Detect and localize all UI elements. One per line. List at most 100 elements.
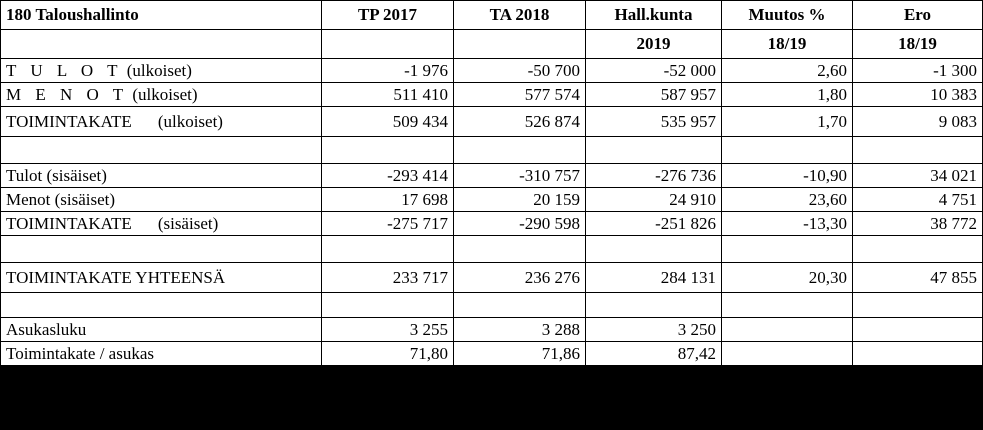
cell-ero[interactable]: 4 751: [852, 187, 983, 212]
empty-cell[interactable]: [453, 292, 586, 318]
cell-muutos[interactable]: 20,30: [721, 262, 853, 293]
cell-ta2018[interactable]: 526 874: [453, 106, 586, 137]
cell-muutos[interactable]: [721, 317, 853, 342]
empty-cell[interactable]: [321, 136, 454, 164]
row-label-main: M E N O T: [6, 84, 129, 104]
row-label[interactable]: Toimintakate / asukas: [0, 341, 322, 366]
cell-ta2018[interactable]: 71,86: [453, 341, 586, 366]
cell-tp2017[interactable]: 511 410: [321, 82, 454, 107]
cell-hallkunta[interactable]: 87,42: [585, 341, 722, 366]
cell-ero[interactable]: 9 083: [852, 106, 983, 137]
cell-muutos[interactable]: 1,80: [721, 82, 853, 107]
cell-tp2017[interactable]: 233 717: [321, 262, 454, 293]
col-header-ero[interactable]: Ero: [852, 0, 983, 30]
empty-cell[interactable]: [453, 136, 586, 164]
empty-cell[interactable]: [0, 29, 322, 59]
table-row: TOIMINTAKATE (ulkoiset) 509 434 526 874 5…: [0, 106, 983, 137]
cell-muutos[interactable]: 2,60: [721, 58, 853, 83]
cell-tp2017[interactable]: -1 976: [321, 58, 454, 83]
cell-ta2018[interactable]: -290 598: [453, 211, 586, 236]
cell-ta2018[interactable]: 20 159: [453, 187, 586, 212]
cell-tp2017[interactable]: 71,80: [321, 341, 454, 366]
cell-muutos[interactable]: [721, 341, 853, 366]
empty-cell[interactable]: [0, 292, 322, 318]
row-label[interactable]: Tulot (sisäiset): [0, 163, 322, 188]
empty-cell[interactable]: [852, 136, 983, 164]
row-label[interactable]: TOIMINTAKATE (ulkoiset): [0, 106, 322, 137]
cell-muutos[interactable]: 1,70: [721, 106, 853, 137]
empty-cell[interactable]: [852, 235, 983, 263]
col-header-hallkunta[interactable]: Hall.kunta: [585, 0, 722, 30]
col-header-tp2017[interactable]: TP 2017: [321, 0, 454, 30]
empty-cell[interactable]: [0, 235, 322, 263]
cell-ero[interactable]: [852, 341, 983, 366]
cell-tp2017[interactable]: 3 255: [321, 317, 454, 342]
empty-cell[interactable]: [721, 235, 853, 263]
col-header-ta2018[interactable]: TA 2018: [453, 0, 586, 30]
table-title[interactable]: 180 Taloushallinto: [0, 0, 322, 30]
cell-tp2017[interactable]: -293 414: [321, 163, 454, 188]
spacer-row: [0, 136, 983, 164]
cell-muutos[interactable]: -10,90: [721, 163, 853, 188]
cell-tp2017[interactable]: 17 698: [321, 187, 454, 212]
cell-ta2018[interactable]: 577 574: [453, 82, 586, 107]
empty-cell[interactable]: [585, 136, 722, 164]
row-label-qualifier: (sisäiset): [157, 213, 219, 233]
empty-cell[interactable]: [321, 29, 454, 59]
row-label-main: TOIMINTAKATE: [6, 213, 132, 233]
row-label-main: TOIMINTAKATE: [6, 111, 132, 131]
row-label[interactable]: Menot (sisäiset): [0, 187, 322, 212]
empty-cell[interactable]: [453, 235, 586, 263]
col-subheader-muutos[interactable]: 18/19: [721, 29, 853, 59]
cell-tp2017[interactable]: 509 434: [321, 106, 454, 137]
empty-cell[interactable]: [321, 292, 454, 318]
table-row: TOIMINTAKATE YHTEENSÄ 233 717 236 276 28…: [0, 262, 983, 293]
row-label[interactable]: TOIMINTAKATE (sisäiset): [0, 211, 322, 236]
cell-hallkunta[interactable]: -52 000: [585, 58, 722, 83]
cell-hallkunta[interactable]: 587 957: [585, 82, 722, 107]
empty-cell[interactable]: [585, 235, 722, 263]
cell-tp2017[interactable]: -275 717: [321, 211, 454, 236]
cell-muutos[interactable]: -13,30: [721, 211, 853, 236]
row-label[interactable]: M E N O T (ulkoiset): [0, 82, 322, 107]
empty-cell[interactable]: [453, 29, 586, 59]
cell-hallkunta[interactable]: 284 131: [585, 262, 722, 293]
cell-hallkunta[interactable]: 535 957: [585, 106, 722, 137]
cell-hallkunta[interactable]: 24 910: [585, 187, 722, 212]
row-label[interactable]: TOIMINTAKATE YHTEENSÄ: [0, 262, 322, 293]
empty-cell[interactable]: [721, 136, 853, 164]
cell-muutos[interactable]: 23,60: [721, 187, 853, 212]
spacer-row: [0, 292, 983, 318]
cell-ta2018[interactable]: 236 276: [453, 262, 586, 293]
spacer-row: [0, 235, 983, 263]
cell-ero[interactable]: -1 300: [852, 58, 983, 83]
header-row: 180 Taloushallinto TP 2017 TA 2018 Hall.…: [0, 0, 983, 30]
empty-cell[interactable]: [721, 292, 853, 318]
cell-ta2018[interactable]: -310 757: [453, 163, 586, 188]
cell-ero[interactable]: 34 021: [852, 163, 983, 188]
col-subheader-ero[interactable]: 18/19: [852, 29, 983, 59]
empty-cell[interactable]: [0, 136, 322, 164]
col-header-muutos[interactable]: Muutos %: [721, 0, 853, 30]
cell-ero[interactable]: 10 383: [852, 82, 983, 107]
table-row: Tulot (sisäiset) -293 414 -310 757 -276 …: [0, 163, 983, 188]
col-subheader-hallkunta[interactable]: 2019: [585, 29, 722, 59]
table-row: T U L O T (ulkoiset) -1 976 -50 700 -52 …: [0, 58, 983, 83]
cell-hallkunta[interactable]: -276 736: [585, 163, 722, 188]
table-row: Asukasluku 3 255 3 288 3 250: [0, 317, 983, 342]
cell-ero[interactable]: 47 855: [852, 262, 983, 293]
empty-cell[interactable]: [321, 235, 454, 263]
row-label-qualifier: (ulkoiset): [128, 84, 198, 104]
cell-ta2018[interactable]: -50 700: [453, 58, 586, 83]
cell-ta2018[interactable]: 3 288: [453, 317, 586, 342]
empty-cell[interactable]: [585, 292, 722, 318]
cell-ero[interactable]: [852, 317, 983, 342]
empty-cell[interactable]: [852, 292, 983, 318]
cell-ero[interactable]: 38 772: [852, 211, 983, 236]
row-label[interactable]: Asukasluku: [0, 317, 322, 342]
cell-hallkunta[interactable]: 3 250: [585, 317, 722, 342]
cell-hallkunta[interactable]: -251 826: [585, 211, 722, 236]
table-row: Menot (sisäiset) 17 698 20 159 24 910 23…: [0, 187, 983, 212]
row-label[interactable]: T U L O T (ulkoiset): [0, 58, 322, 83]
table-row: TOIMINTAKATE (sisäiset) -275 717 -290 598…: [0, 211, 983, 236]
